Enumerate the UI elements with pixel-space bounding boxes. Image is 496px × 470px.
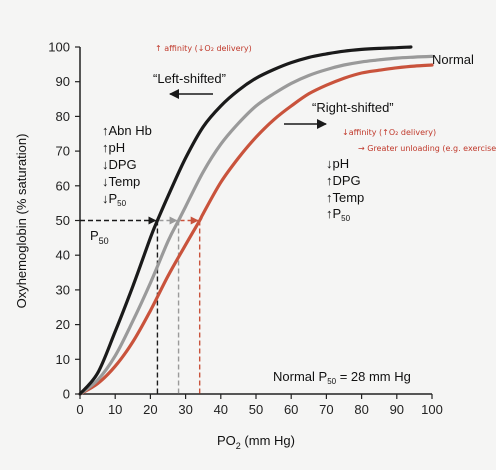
x-axis-label-main: PO — [217, 433, 236, 448]
curve-right — [78, 63, 434, 396]
left-factor: ↑Abn Hb — [102, 123, 152, 138]
p50-guides — [80, 216, 201, 394]
x-axis-label: PO2 (mm Hg) — [217, 433, 295, 451]
normal-p50-note-suffix: = 28 mm Hg — [336, 369, 411, 384]
right-factors: ↓pH ↑DPG ↑Temp ↑P50 — [326, 156, 364, 223]
series-label-normal: Normal — [432, 52, 474, 67]
x-tick-label: 20 — [143, 402, 157, 417]
left-factor-p50-main: ↓P — [102, 191, 117, 206]
x-axis-label-sub: 2 — [236, 441, 241, 451]
axis-ticks: 0 10 20 30 40 50 60 70 80 90 100 0 10 20 30 40 50 60 70 80 9… — [48, 40, 443, 418]
x-tick-label: 90 — [390, 402, 404, 417]
left-factors: ↑Abn Hb ↑pH ↓DPG ↓Temp ↓P50 — [102, 123, 152, 208]
handwritten-note-right-2: → Greater unloading (e.g. exercise) — [358, 144, 496, 153]
x-tick-label: 30 — [178, 402, 192, 417]
right-factor: ↑DPG — [326, 173, 361, 188]
p50-axis-label-sub: 50 — [99, 236, 109, 246]
handwritten-note-left: ↑ affinity (↓O₂ delivery) — [155, 44, 252, 53]
right-factor: ↓pH — [326, 156, 349, 171]
y-tick-label: 80 — [56, 109, 70, 124]
x-axis-label-unit: (mm Hg) — [241, 433, 295, 448]
normal-p50-note-sub: 50 — [327, 377, 336, 386]
p50-axis-label-main: P — [90, 228, 99, 243]
y-tick-label: 10 — [56, 352, 70, 367]
x-tick-label: 80 — [354, 402, 368, 417]
x-tick-label: 70 — [319, 402, 333, 417]
curve-left — [78, 45, 413, 396]
normal-p50-note: Normal P50 = 28 mm Hg — [273, 369, 411, 386]
left-factor: ↑pH — [102, 140, 125, 155]
curve-normal — [78, 54, 434, 396]
right-shift-title: “Right-shifted” — [312, 100, 394, 115]
x-tick-label: 50 — [249, 402, 263, 417]
normal-p50-note-main: Normal P — [273, 369, 327, 384]
y-tick-label: 20 — [56, 317, 70, 332]
handwritten-note-right: ↓affinity (↑O₂ delivery) — [342, 128, 436, 137]
y-tick-label: 60 — [56, 178, 70, 193]
right-factor-p50-main: ↑P — [326, 206, 341, 221]
x-tick-label: 0 — [76, 402, 83, 417]
p50-axis-label: P50 — [90, 228, 109, 246]
left-factor: ↓Temp — [102, 174, 140, 189]
x-tick-label: 40 — [214, 402, 228, 417]
y-tick-label: 100 — [48, 40, 70, 55]
y-tick-label: 40 — [56, 248, 70, 263]
left-shift-title: “Left-shifted” — [153, 71, 226, 86]
left-factor-p50-sub: 50 — [117, 199, 126, 208]
right-factor-p50: ↑P50 — [326, 206, 351, 223]
y-axis-label: Oxyhemoglobin (% saturation) — [14, 134, 29, 309]
left-factor: ↓DPG — [102, 157, 137, 172]
y-tick-label: 70 — [56, 144, 70, 159]
y-tick-label: 90 — [56, 74, 70, 89]
y-tick-label: 30 — [56, 282, 70, 297]
right-factor-p50-sub: 50 — [341, 214, 350, 223]
y-tick-label: 50 — [56, 213, 70, 228]
x-tick-label: 60 — [284, 402, 298, 417]
right-factor: ↑Temp — [326, 190, 364, 205]
y-tick-label: 0 — [63, 387, 70, 402]
curves — [78, 45, 434, 396]
x-tick-label: 10 — [108, 402, 122, 417]
x-tick-label: 100 — [421, 402, 443, 417]
left-factor-p50: ↓P50 — [102, 191, 127, 208]
